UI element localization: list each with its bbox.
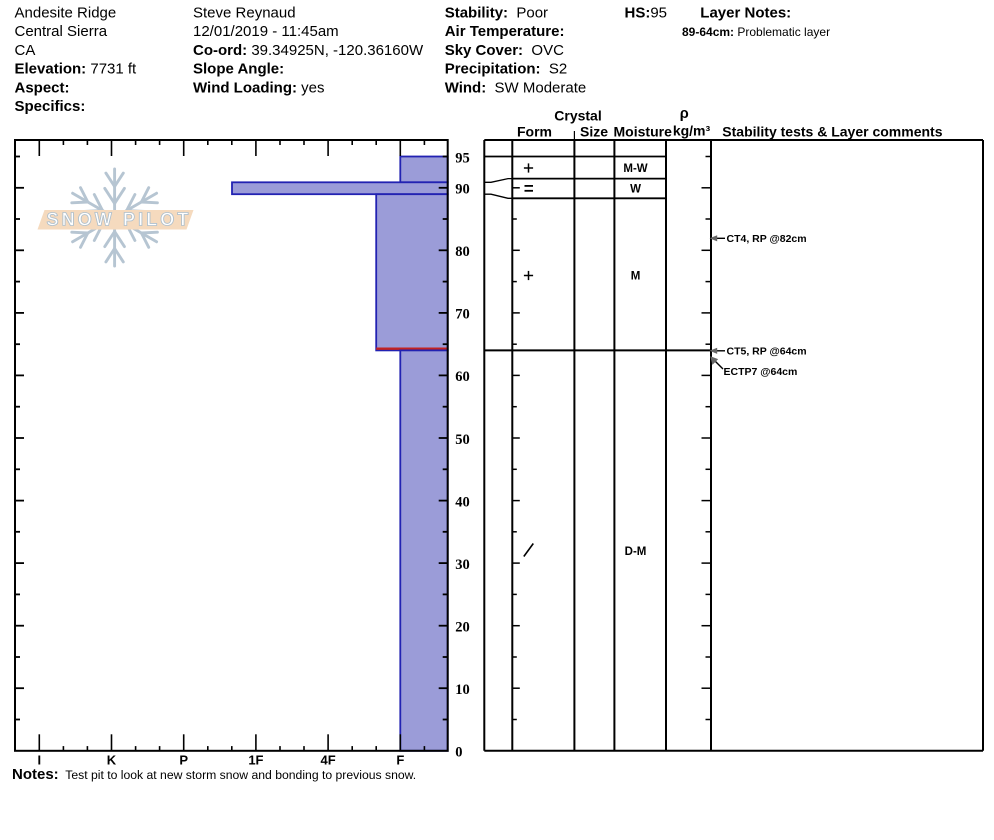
svg-text:12/01/2019 - 11:45am: 12/01/2019 - 11:45am (193, 23, 339, 40)
svg-text:Stability tests & Layer commen: Stability tests & Layer comments (722, 124, 942, 140)
svg-text:Andesite Ridge: Andesite Ridge (15, 5, 117, 22)
svg-text:Central Sierra: Central Sierra (15, 23, 108, 40)
svg-text:0: 0 (455, 745, 462, 761)
svg-text:Steve Reynaud: Steve Reynaud (193, 5, 296, 22)
svg-text:Wind: SW Moderate: Wind: SW Moderate (445, 79, 587, 96)
svg-text:10: 10 (455, 682, 470, 698)
svg-text:K: K (107, 753, 117, 768)
svg-text:kg/m³: kg/m³ (673, 123, 711, 139)
svg-text:Crystal: Crystal (554, 107, 601, 123)
svg-text:70: 70 (455, 307, 470, 323)
svg-text:ECTP7 @64cm: ECTP7 @64cm (724, 366, 798, 378)
svg-text:Size: Size (580, 123, 608, 139)
svg-text:M: M (631, 271, 641, 283)
svg-text:Notes: Test pit to look at ne: Notes: Test pit to look at new storm sno… (12, 766, 416, 783)
svg-text:95: 95 (455, 150, 470, 166)
svg-text:Form: Form (517, 123, 552, 139)
svg-text:CA: CA (15, 42, 36, 59)
svg-text:M-W: M-W (623, 163, 647, 175)
svg-text:I: I (37, 753, 41, 768)
svg-text:89-64cm: Problematic layer: 89-64cm: Problematic layer (682, 25, 830, 39)
svg-text:Specifics:: Specifics: (15, 98, 86, 115)
svg-text:Slope Angle:: Slope Angle: (193, 61, 284, 78)
svg-text:80: 80 (455, 244, 470, 260)
svg-text:4F: 4F (321, 753, 336, 768)
svg-text:Wind Loading: yes: Wind Loading: yes (193, 79, 325, 96)
svg-text:CT4, RP @82cm: CT4, RP @82cm (727, 233, 807, 245)
svg-text:20: 20 (455, 620, 470, 636)
svg-text:Elevation: 7731 ft: Elevation: 7731 ft (15, 61, 138, 78)
svg-text:40: 40 (455, 494, 470, 510)
svg-text:Sky Cover: OVC: Sky Cover: OVC (445, 42, 564, 59)
svg-text:W: W (630, 184, 641, 196)
svg-text:CT5, RP @64cm: CT5, RP @64cm (727, 346, 807, 358)
svg-text:Co-ord: 39.34925N, -120.36160W: Co-ord: 39.34925N, -120.36160W (193, 42, 424, 59)
svg-text:60: 60 (455, 369, 470, 385)
svg-text:Moisture: Moisture (614, 123, 673, 139)
svg-text:Air Temperature:: Air Temperature: (445, 23, 565, 40)
svg-text:Stability: Poor: Stability: Poor (445, 5, 548, 22)
svg-text:Layer Notes:: Layer Notes: (700, 5, 791, 22)
svg-text:F: F (396, 753, 404, 768)
svg-text:P: P (179, 753, 188, 768)
svg-text:90: 90 (455, 182, 470, 198)
svg-text:ρ: ρ (680, 106, 689, 122)
svg-text:30: 30 (455, 557, 470, 573)
svg-text:D-M: D-M (625, 546, 647, 558)
svg-text:Precipitation: S2: Precipitation: S2 (445, 61, 568, 78)
svg-text:50: 50 (455, 432, 470, 448)
svg-text:SNOW PILOT: SNOW PILOT (47, 210, 192, 230)
svg-text:1F: 1F (248, 753, 263, 768)
svg-text:HS:95: HS:95 (625, 5, 668, 22)
svg-text:Aspect:: Aspect: (15, 79, 70, 96)
